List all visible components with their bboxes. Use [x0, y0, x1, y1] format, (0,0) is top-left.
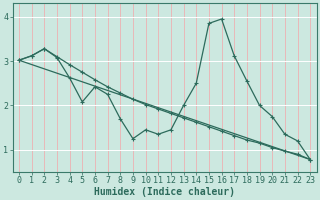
X-axis label: Humidex (Indice chaleur): Humidex (Indice chaleur): [94, 186, 235, 197]
